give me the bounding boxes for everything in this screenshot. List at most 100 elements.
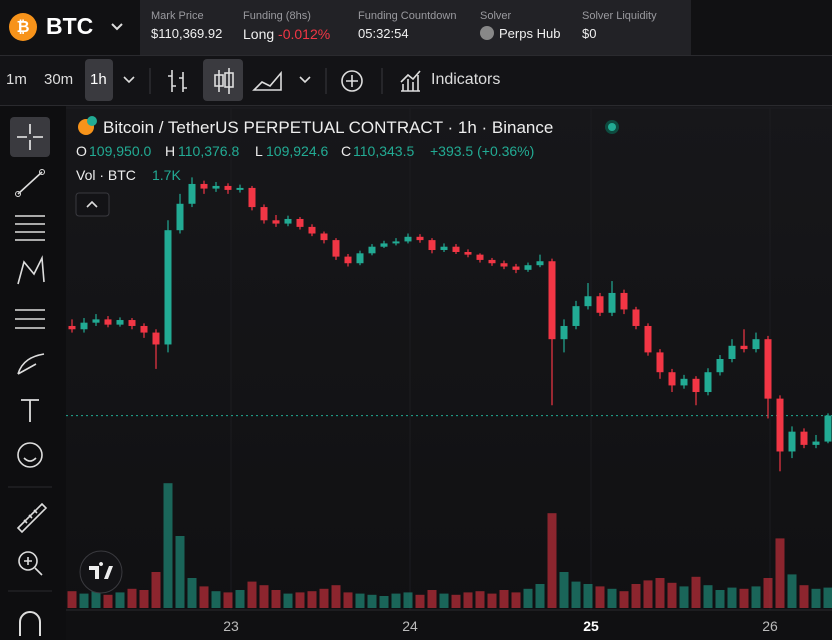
- svg-text:₿: ₿: [16, 18, 29, 36]
- volume-bar: [103, 594, 113, 608]
- interval[interactable]: 30m: [44, 71, 74, 88]
- candle-body: [416, 236, 424, 241]
- candle-body: [764, 339, 772, 399]
- candle-body: [824, 415, 832, 442]
- candle-body: [260, 207, 268, 221]
- interval[interactable]: 1m: [6, 71, 27, 88]
- volume-bar: [607, 588, 617, 608]
- ohlc-key: H: [165, 143, 175, 159]
- symbol: BTC: [46, 13, 94, 39]
- candle-body: [560, 325, 568, 340]
- volume-bar: [643, 580, 653, 608]
- candle-body: [692, 378, 700, 393]
- volume-bar: [427, 590, 437, 608]
- volume-bar: [763, 578, 773, 608]
- candle-body: [344, 256, 352, 264]
- volume-bar: [463, 592, 473, 608]
- candle-body: [284, 218, 292, 224]
- volume-bar: [547, 513, 557, 608]
- volume-bar: [175, 536, 185, 608]
- candle-body: [200, 183, 208, 189]
- candle-body: [308, 226, 316, 234]
- volume-bar: [235, 590, 245, 608]
- volume-bar: [451, 594, 461, 608]
- volume-bar: [571, 581, 581, 608]
- volume-bar: [787, 574, 797, 608]
- volume-bar: [151, 572, 161, 608]
- candle-body: [392, 241, 400, 244]
- candle-body: [164, 230, 172, 345]
- volume-bar: [211, 591, 221, 608]
- stat: Solver Perps Hub: [480, 10, 560, 41]
- volume-bar: [475, 591, 485, 608]
- volume-bar: [91, 590, 101, 608]
- stat-label: Funding Countdown: [358, 10, 457, 22]
- volume-bar: [775, 538, 785, 608]
- candle-body: [644, 325, 652, 353]
- ohlc-value: 110,376.8: [178, 143, 239, 159]
- candle-body: [368, 246, 376, 254]
- symbol-selector[interactable]: ₿ BTC: [8, 11, 132, 43]
- top-bar: ₿ BTC Mark Price $110,369.92 Funding (8hs…: [0, 0, 832, 56]
- volume-bar: [319, 588, 329, 608]
- candle-body: [212, 185, 220, 189]
- volume-bar: [343, 592, 353, 608]
- volume-bar: [727, 587, 737, 608]
- volume-bar: [283, 593, 293, 608]
- candle-body: [320, 233, 328, 241]
- volume-bar: [331, 585, 341, 608]
- candle-body: [404, 236, 412, 242]
- candle-body: [632, 309, 640, 326]
- stat-label: Solver Liquidity: [582, 10, 657, 22]
- volume-bar: [295, 592, 305, 608]
- candle-body: [524, 265, 532, 270]
- candle-body: [620, 292, 628, 310]
- candle-body: [800, 431, 808, 445]
- candle-body: [740, 345, 748, 350]
- stat-value: Long: [243, 26, 275, 42]
- volume-bar: [619, 591, 629, 608]
- volume-bar: [511, 592, 521, 608]
- candle-body: [380, 243, 388, 247]
- volume-bar: [67, 591, 77, 608]
- volume-bar: [439, 593, 449, 608]
- volume-bar: [307, 591, 317, 608]
- volume-bar: [127, 588, 137, 608]
- candle-body: [236, 187, 244, 190]
- candle-body: [116, 320, 124, 325]
- volume-bar: [583, 584, 593, 608]
- candle-body: [224, 185, 232, 190]
- chevron: [111, 23, 123, 31]
- indicators-button[interactable]: Indicators: [431, 71, 501, 88]
- volume-bar: [679, 586, 689, 608]
- chart: 23 24 25 26 Bitcoin / TetherUS PERPETUAL…: [66, 106, 832, 640]
- candle-body: [536, 261, 544, 266]
- volume-bar: [199, 586, 209, 608]
- candle-body: [608, 292, 616, 313]
- ohlc-value: 109,924.6: [266, 143, 328, 159]
- x-label: 25: [583, 618, 599, 634]
- collapse-button[interactable]: [75, 192, 110, 217]
- volume-label: Vol · BTC: [76, 167, 136, 183]
- volume-bar: [655, 578, 665, 608]
- stat-value: $110,369.92: [151, 26, 223, 41]
- candle-body: [356, 253, 364, 264]
- volume-bar: [823, 587, 832, 608]
- volume-bar: [355, 593, 365, 608]
- volume-bar: [535, 584, 545, 608]
- ohlc-value: 109,950.0: [89, 143, 151, 159]
- stat-value: Perps Hub: [499, 26, 561, 41]
- interval[interactable]: 1h: [90, 71, 107, 88]
- stats-panel: Mark Price $110,369.92 Funding (8hs) Long …: [140, 0, 691, 55]
- candle-body: [92, 319, 100, 323]
- candle-body: [716, 359, 724, 373]
- volume-bar: [691, 576, 701, 608]
- volume-bar: [223, 592, 233, 608]
- drawing-tools: [8, 117, 52, 636]
- candle-body: [68, 325, 76, 330]
- candle-body: [500, 263, 508, 267]
- candle-body: [572, 306, 580, 326]
- volume-bar: [487, 593, 497, 608]
- volume-bar: [415, 594, 425, 608]
- volume-bar: [271, 590, 281, 608]
